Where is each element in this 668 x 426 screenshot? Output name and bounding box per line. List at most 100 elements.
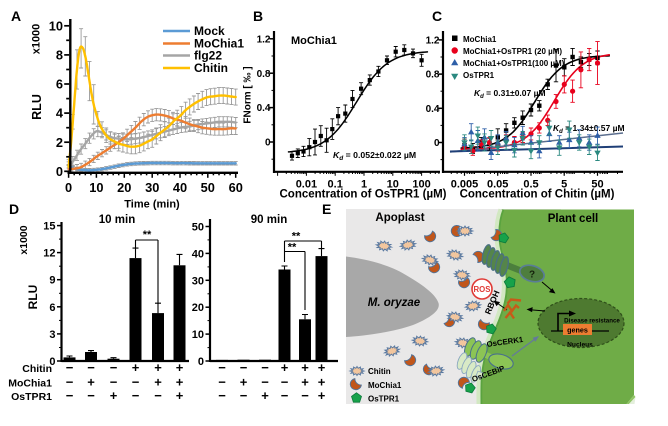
svg-text:15: 15 [43,221,55,233]
svg-text:MoChia1: MoChia1 [8,378,52,390]
svg-text:−: − [281,375,289,390]
svg-text:0: 0 [198,356,204,368]
svg-text:1.2: 1.2 [257,34,271,45]
svg-text:Disease resistance: Disease resistance [564,318,620,325]
svg-text:MoChia1: MoChia1 [463,35,497,44]
svg-text:0: 0 [56,164,63,179]
svg-text:+: + [261,388,269,403]
svg-text:1: 1 [361,179,367,191]
svg-text:50: 50 [192,222,204,234]
svg-text:MoChia1+OsTPR1 (20 µM): MoChia1+OsTPR1 (20 µM) [463,47,562,56]
svg-text:−: − [87,360,95,375]
svg-text:−: − [240,388,248,403]
svg-text:0.8: 0.8 [426,70,440,81]
svg-text:M. oryzae: M. oryzae [368,297,421,309]
svg-text:0.005: 0.005 [451,179,479,191]
svg-text:Concentration of OsTPR1 (µM): Concentration of OsTPR1 (µM) [280,189,447,201]
svg-text:−: − [110,360,118,375]
svg-text:+: + [240,375,248,390]
svg-text:−: − [66,360,74,375]
svg-text:−: − [261,375,269,390]
svg-text:10: 10 [192,329,204,341]
svg-text:0.5: 0.5 [523,179,538,191]
svg-text:Time (min): Time (min) [124,199,180,211]
svg-text:B: B [253,8,263,24]
svg-text:−: − [301,388,309,403]
svg-text:+: + [176,388,184,403]
svg-text:2: 2 [56,135,63,150]
svg-text:x1000: x1000 [18,225,30,254]
svg-text:Chitin: Chitin [194,61,228,75]
svg-text:FNorm [ ‰ ]: FNorm [ ‰ ] [243,66,254,123]
svg-text:D: D [9,201,19,217]
svg-text:flg22: flg22 [194,49,222,63]
svg-text:RLU: RLU [26,285,40,310]
svg-text:**: ** [292,231,301,243]
svg-text:50: 50 [591,179,603,191]
svg-text:genes: genes [567,326,588,335]
svg-text:−: − [110,375,118,390]
svg-text:+: + [176,360,184,375]
svg-text:0: 0 [65,180,72,195]
svg-text:0: 0 [265,138,271,149]
svg-text:−: − [132,375,140,390]
svg-text:+: + [301,375,309,390]
svg-text:MoChia1: MoChia1 [291,35,337,47]
svg-text:Concentration of Chitin (µM): Concentration of Chitin (µM) [460,189,615,201]
svg-text:9: 9 [49,275,55,287]
svg-text:0: 0 [49,356,55,368]
svg-text:MoChia1: MoChia1 [368,381,402,390]
svg-text:6: 6 [56,77,63,92]
svg-text:30: 30 [145,180,159,195]
svg-text:Plant cell: Plant cell [548,213,599,225]
svg-text:Apoplast: Apoplast [375,212,424,224]
svg-text:−: − [240,360,248,375]
svg-text:+: + [281,360,289,375]
svg-text:5: 5 [561,179,567,191]
svg-text:−: − [87,388,95,403]
svg-text:10: 10 [387,179,399,191]
svg-text:ROS: ROS [474,285,491,294]
svg-text:50: 50 [201,180,215,195]
svg-text:−: − [261,360,269,375]
svg-text:−: − [218,388,226,403]
svg-text:**: ** [143,229,152,241]
svg-text:−: − [218,360,226,375]
svg-text:OsTPR1: OsTPR1 [368,395,400,404]
svg-text:+: + [154,375,162,390]
svg-text:30: 30 [192,275,204,287]
svg-text:x1000: x1000 [31,24,43,55]
svg-text:+: + [318,360,326,375]
svg-text:Kd = 0.31±0.07 µM: Kd = 0.31±0.07 µM [474,88,546,100]
svg-text:3: 3 [49,329,55,341]
svg-text:Mock: Mock [194,24,225,38]
svg-text:100: 100 [412,179,430,191]
svg-text:6: 6 [49,302,55,314]
svg-text:40: 40 [173,180,187,195]
svg-text:8: 8 [56,48,63,63]
svg-text:+: + [318,375,326,390]
svg-text:+: + [110,388,118,403]
svg-text:−: − [132,388,140,403]
svg-text:0.01: 0.01 [296,179,317,191]
svg-text:+: + [301,360,309,375]
svg-text:0: 0 [434,138,440,149]
svg-text:12: 12 [43,248,55,260]
svg-text:−: − [281,388,289,403]
svg-text:+: + [87,375,95,390]
svg-text:MoChia1+OsTPR1(100 µM): MoChia1+OsTPR1(100 µM) [463,59,565,68]
svg-text:Nucleus: Nucleus [567,342,593,349]
svg-text:10: 10 [89,180,103,195]
svg-text:−: − [218,375,226,390]
svg-text:0.8: 0.8 [257,69,271,80]
svg-text:MoChia1: MoChia1 [194,37,244,51]
svg-text:E: E [322,201,331,217]
svg-text:−: − [66,375,74,390]
svg-text:10 min: 10 min [99,214,135,226]
svg-text:40: 40 [192,248,204,260]
svg-text:+: + [154,360,162,375]
svg-text:−: − [66,388,74,403]
svg-text:OsTPR1: OsTPR1 [463,71,495,80]
svg-text:OsTPR1: OsTPR1 [11,391,52,403]
svg-text:20: 20 [192,302,204,314]
